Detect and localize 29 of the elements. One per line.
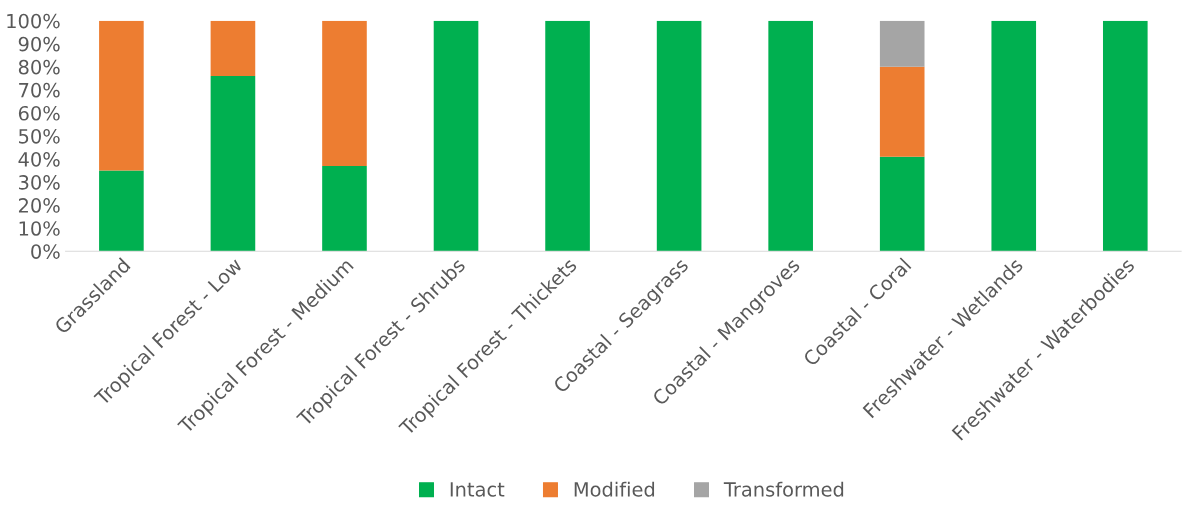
y-tick-label: 90%	[18, 36, 60, 52]
bar	[1102, 20, 1148, 252]
y-tick-label: 10%	[19, 221, 60, 236]
bar	[210, 20, 256, 77]
y-tick-label: 60%	[18, 105, 60, 121]
y-tick-label: 30%	[19, 175, 60, 190]
bar	[768, 20, 813, 252]
y-tick-label: 0%	[31, 244, 60, 259]
legend-label: Intact	[450, 482, 505, 497]
legend-label: Modified	[574, 481, 655, 497]
y-tick-label: 80%	[18, 59, 60, 75]
y-tick-label: 70%	[19, 82, 60, 98]
bar	[991, 20, 1037, 252]
bar	[210, 76, 256, 252]
y-tick-label: 40%	[18, 151, 60, 167]
bar	[99, 20, 144, 171]
bar	[322, 165, 367, 252]
y-tick-label: 50%	[19, 128, 60, 144]
bar	[879, 66, 925, 157]
bar	[545, 20, 590, 252]
y-tick-label: 20%	[18, 198, 60, 213]
bar	[99, 170, 144, 252]
bar	[433, 20, 479, 252]
bar	[656, 20, 702, 252]
y-tick-label: 100%	[7, 13, 60, 29]
bar	[322, 20, 367, 166]
bar	[879, 20, 925, 67]
bar	[879, 156, 925, 252]
legend-label: Transformed	[723, 481, 844, 497]
